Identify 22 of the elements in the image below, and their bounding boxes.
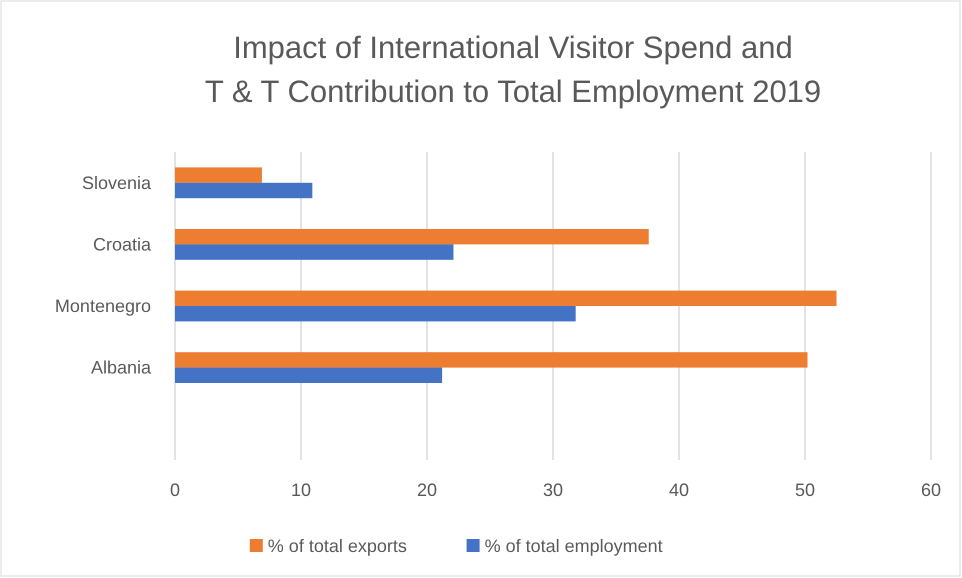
x-tick-label: 30 <box>542 480 564 500</box>
y-tick-label: Croatia <box>92 234 152 254</box>
bar <box>175 167 262 183</box>
bar <box>175 306 576 322</box>
y-tick-label: Slovenia <box>82 172 152 193</box>
bar <box>175 244 454 260</box>
bar <box>175 229 649 244</box>
chart-title: Impact of International Visitor Spend and T & T Contribution to Total Employment 2019 <box>204 30 822 109</box>
y-tick-label: Montenegro <box>54 296 151 316</box>
y-tick-label: Albania <box>90 358 152 378</box>
x-tick-label: 40 <box>668 480 690 500</box>
bar <box>175 182 312 198</box>
x-tick-label: 60 <box>920 480 942 500</box>
bar <box>175 368 442 383</box>
x-tick-label: 10 <box>290 480 312 500</box>
bar <box>175 290 836 306</box>
x-tick-label: 0 <box>170 480 180 500</box>
bar <box>175 352 808 368</box>
x-tick-label: 20 <box>416 480 438 500</box>
legend-label: % of total employment <box>484 536 663 556</box>
x-tick-label: 50 <box>794 480 816 500</box>
legend-label: % of total exports <box>268 536 407 556</box>
